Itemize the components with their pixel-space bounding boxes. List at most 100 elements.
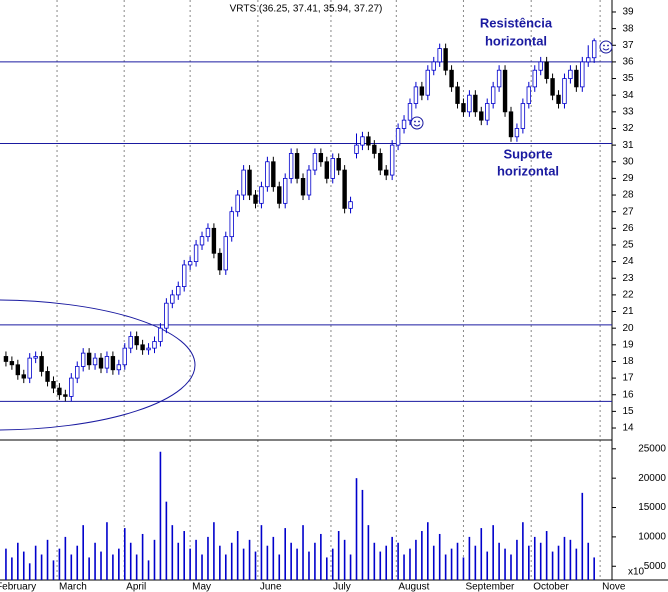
volume-bar xyxy=(266,545,269,580)
candle-body xyxy=(205,227,211,238)
candle-body xyxy=(562,78,567,104)
candle-body xyxy=(294,153,300,179)
candle-body xyxy=(164,302,169,329)
candle-body xyxy=(181,264,187,287)
candle-body xyxy=(247,169,252,196)
volume-bar xyxy=(201,554,203,580)
candle-body xyxy=(591,40,597,59)
candle-body xyxy=(241,169,246,196)
candle-body xyxy=(455,86,460,104)
volume-bar xyxy=(450,548,453,580)
volume-bar xyxy=(118,548,120,580)
y-tick-label: 35 xyxy=(622,73,634,84)
volume-bar xyxy=(260,525,263,580)
candle-body xyxy=(378,153,383,171)
candle-body xyxy=(27,357,32,379)
candle-body xyxy=(92,357,98,366)
y-tick-label: 15 xyxy=(622,406,634,417)
annotation: horizontal xyxy=(497,163,559,178)
candle-body xyxy=(271,161,276,188)
x-tick-label: October xyxy=(533,582,569,592)
candle-body xyxy=(419,86,425,96)
volume-bar xyxy=(581,492,584,580)
candle-body xyxy=(176,286,181,296)
y-tick-label: 17 xyxy=(622,373,634,384)
candle-body xyxy=(443,48,448,71)
volume-bar xyxy=(563,536,566,580)
smiley xyxy=(599,40,613,54)
candle-body xyxy=(431,61,436,71)
y-tick-label: 30 xyxy=(622,156,634,167)
y-tick-label: 38 xyxy=(622,23,634,34)
volume-bar xyxy=(177,542,180,580)
volume-bar xyxy=(539,542,542,580)
x-tick-label: June xyxy=(260,582,282,592)
volume-bar xyxy=(551,551,554,580)
candle-body xyxy=(461,103,466,113)
volume-bar xyxy=(432,545,435,580)
volume-bar xyxy=(438,533,441,580)
y-tick-label: 36 xyxy=(622,57,634,68)
volume-tick-label: 25000 xyxy=(638,443,666,454)
volume-bar xyxy=(141,533,144,580)
candle-body xyxy=(122,347,127,366)
candle-body xyxy=(544,61,549,79)
volume-bar xyxy=(195,539,197,580)
volume-bar xyxy=(504,548,506,580)
candle-body xyxy=(372,144,377,154)
candle-body xyxy=(485,103,490,121)
volume-bar xyxy=(46,539,49,580)
volume-bar xyxy=(486,551,489,580)
candle-body xyxy=(473,94,478,113)
annotation: horizontal xyxy=(485,33,547,48)
volume-bar xyxy=(397,542,399,580)
candle-body xyxy=(401,119,407,129)
candle-body xyxy=(69,377,74,397)
volume-bar xyxy=(474,545,477,580)
annotation: Resistência xyxy=(480,15,553,30)
volume-bar xyxy=(94,542,96,580)
y-tick-label: 26 xyxy=(622,223,634,234)
volume-bar xyxy=(331,548,334,580)
candle-body xyxy=(532,69,537,88)
volume-bar xyxy=(403,554,405,580)
volume-bar xyxy=(545,531,548,580)
volume-bar xyxy=(278,554,281,580)
x-tick-label: May xyxy=(192,582,211,592)
smiley xyxy=(410,116,424,130)
volume-tick-label: 20000 xyxy=(638,473,666,484)
x-tick-label: September xyxy=(465,582,515,592)
volume-bar xyxy=(302,525,304,580)
candle-body xyxy=(496,69,502,88)
volume-tick-label: 10000 xyxy=(638,532,666,543)
volume-bar xyxy=(337,531,340,580)
y-tick-label: 14 xyxy=(622,423,634,434)
volume-bar xyxy=(593,557,595,580)
candle-body xyxy=(3,356,9,362)
candle-body xyxy=(265,161,270,188)
volume-tick-label: 15000 xyxy=(638,502,666,513)
candle-body xyxy=(39,356,44,372)
candle-body xyxy=(63,394,68,397)
volume-bar xyxy=(88,557,90,580)
volume-bar xyxy=(165,501,168,580)
candle-body xyxy=(324,161,329,179)
candle-body xyxy=(223,236,228,271)
volume-bar xyxy=(82,525,84,580)
candle-body xyxy=(75,366,80,379)
volume-bar xyxy=(5,548,7,580)
candle-body xyxy=(140,344,145,351)
volume-bar xyxy=(427,522,429,580)
volume-bar xyxy=(189,548,191,580)
y-tick-label: 39 xyxy=(622,7,634,18)
candle-body xyxy=(586,57,591,63)
volume-bar xyxy=(308,551,310,580)
volume-bar xyxy=(480,528,483,580)
volume-bar xyxy=(248,539,251,580)
candle-body xyxy=(104,356,110,369)
candle-body xyxy=(490,86,496,104)
volume-bar xyxy=(355,478,358,580)
candle-body xyxy=(300,177,306,196)
candle-body xyxy=(217,252,223,271)
volume-bar xyxy=(569,539,572,580)
